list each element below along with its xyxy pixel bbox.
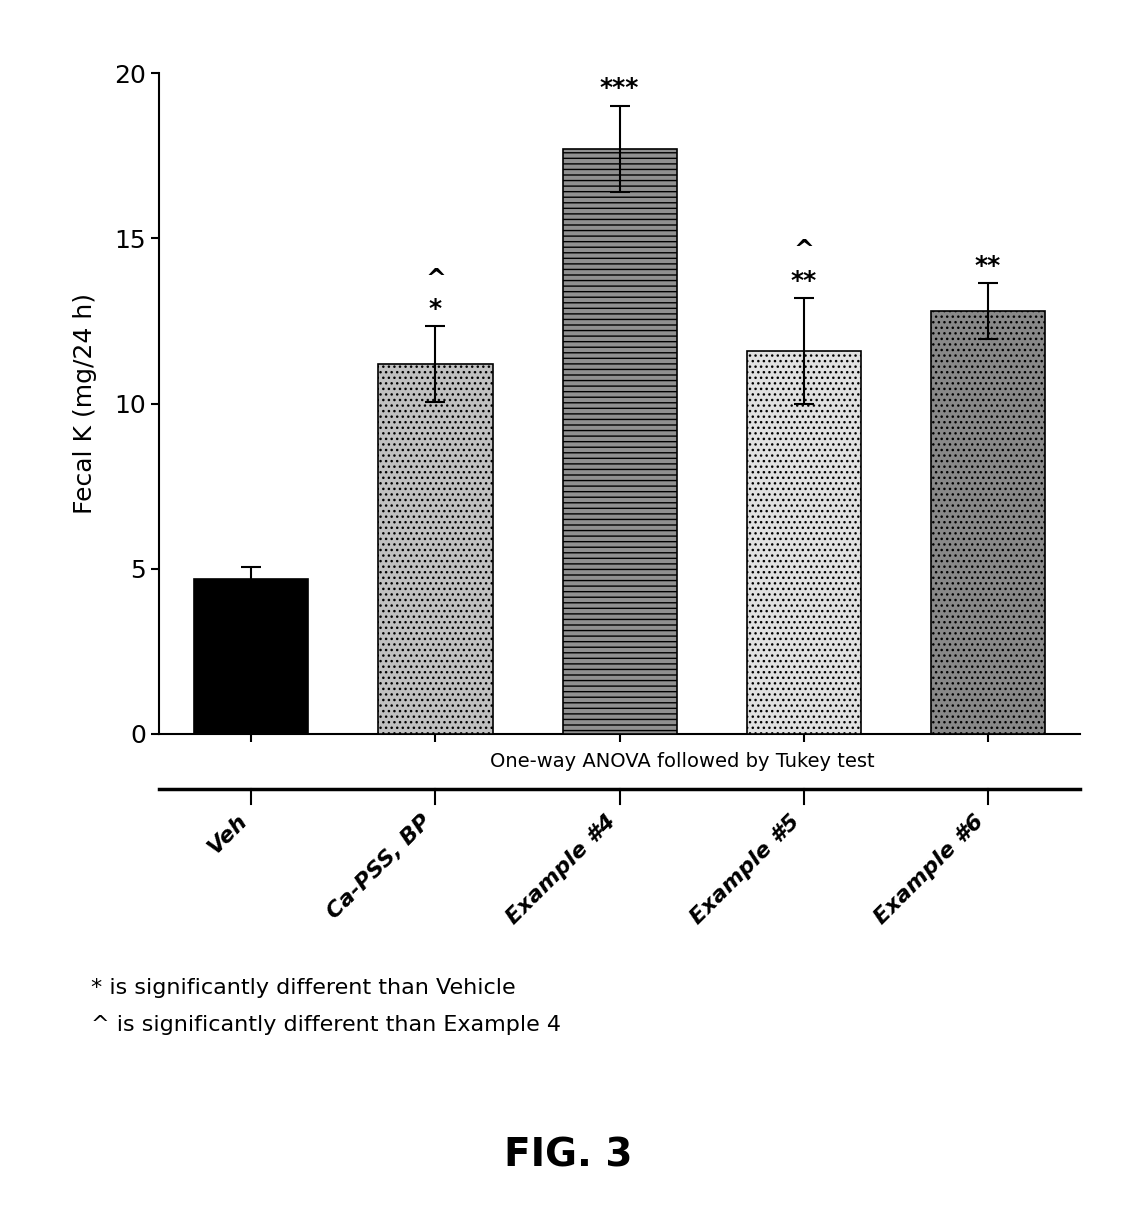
- Text: Example #4: Example #4: [503, 811, 620, 927]
- Text: ^: ^: [794, 237, 814, 262]
- Bar: [931, 311, 1045, 734]
- Text: ***: ***: [600, 76, 639, 100]
- Text: ^ is significantly different than Example 4: ^ is significantly different than Exampl…: [91, 1015, 561, 1035]
- Text: Example #5: Example #5: [687, 811, 804, 927]
- Text: FIG. 3: FIG. 3: [504, 1136, 633, 1175]
- Text: * is significantly different than Vehicle: * is significantly different than Vehicl…: [91, 978, 515, 998]
- Text: **: **: [974, 254, 1002, 278]
- Text: ^: ^: [425, 268, 446, 291]
- Text: Example #6: Example #6: [871, 811, 988, 927]
- Text: **: **: [790, 269, 818, 294]
- Text: One-way ANOVA followed by Tukey test: One-way ANOVA followed by Tukey test: [490, 752, 874, 772]
- Bar: [563, 149, 677, 734]
- Bar: [194, 578, 308, 734]
- Y-axis label: Fecal K (mg/24 h): Fecal K (mg/24 h): [74, 294, 98, 514]
- Text: Veh: Veh: [205, 811, 251, 859]
- Bar: [747, 351, 861, 734]
- Text: *: *: [429, 297, 442, 320]
- Bar: [379, 364, 492, 734]
- Text: Ca-PSS, BP: Ca-PSS, BP: [324, 811, 435, 922]
